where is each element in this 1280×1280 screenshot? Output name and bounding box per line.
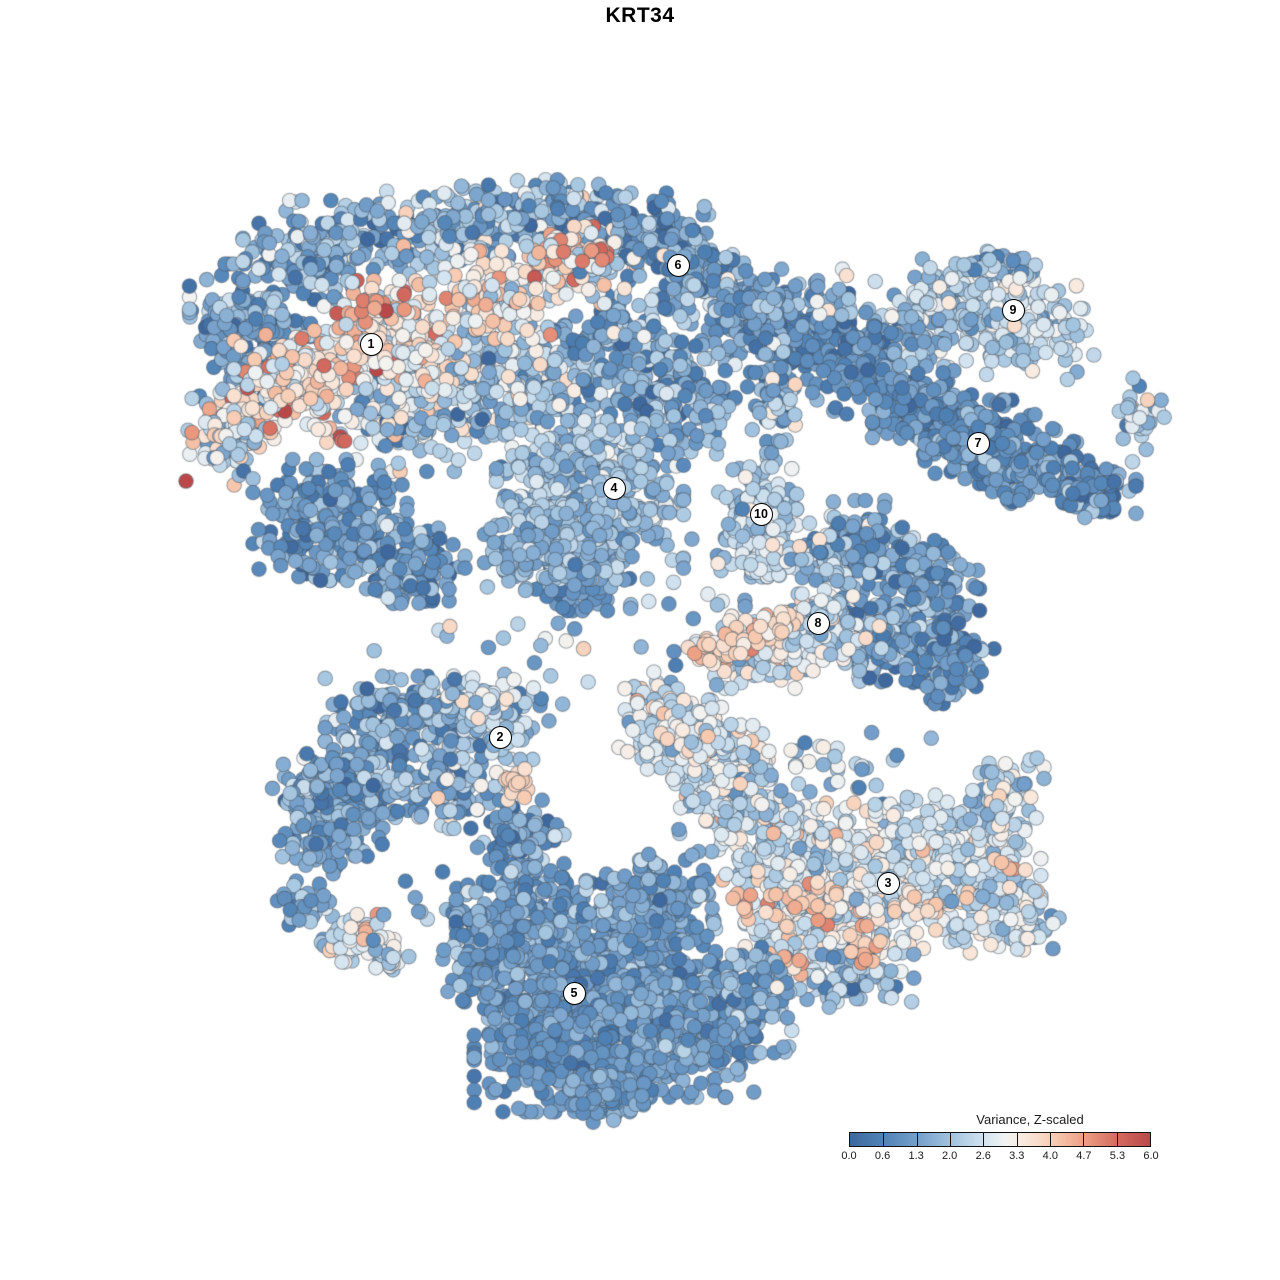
colorbar-divider [1116,1133,1118,1146]
colorbar-divider [1050,1133,1051,1146]
colorbar-legend: Variance, Z-scaled 0.0 0.6 1.3 2.0 2.6 3.3 4.0… [841,1112,1158,1164]
colorbar-tick-0.6: 0.6 [874,1150,891,1162]
colorbar-tick-5.3: 5.3 [1109,1150,1126,1162]
colorbar-tick-4.7: 4.7 [1076,1150,1092,1162]
colorbar-tick-labels: 0.0 0.6 1.3 2.0 2.6 3.3 4.0 4.7 5.3 6.0 [841,1150,1158,1164]
colorbar-tick-3.3: 3.3 [1009,1150,1025,1162]
colorbar-divider [883,1133,885,1146]
colorbar-divider [950,1133,951,1146]
colorbar-divider [1016,1133,1018,1146]
colorbar-tick-1.3: 1.3 [908,1150,924,1162]
colorbar-tick-0.0: 0.0 [841,1150,857,1162]
colorbar-divider [983,1133,985,1146]
colorbar-title: Variance, Z-scaled [976,1112,1084,1127]
colorbar-tick-2.6: 2.6 [975,1150,991,1162]
colorbar-tick-4.0: 4.0 [1042,1150,1058,1162]
colorbar-tick-6.0: 6.0 [1143,1150,1159,1162]
colorbar-divider [1083,1133,1085,1146]
colorbar-tick-2.0: 2.0 [942,1150,958,1162]
colorbar-divider [916,1133,918,1146]
colorbar-gradient [849,1132,1151,1147]
